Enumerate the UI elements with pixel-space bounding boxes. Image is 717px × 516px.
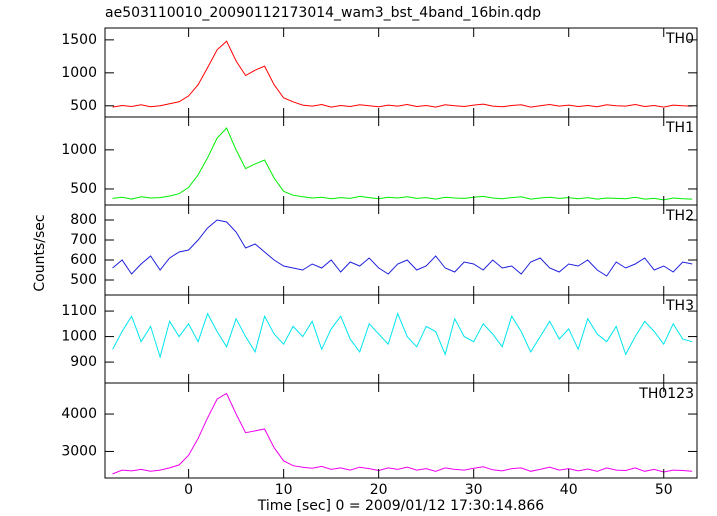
y-tick-label: 1000: [61, 142, 97, 158]
panel-frame: [104, 204, 698, 296]
chart-title: ae503110010_20090112173014_wam3_bst_4ban…: [105, 5, 541, 21]
y-tick-label: 4000: [61, 406, 97, 422]
y-tick-label: 600: [70, 252, 97, 268]
panel-label: TH2: [665, 208, 694, 224]
y-tick-label: 1500: [61, 32, 97, 48]
light-curve: [112, 312, 693, 359]
x-tick-label: 10: [275, 482, 293, 498]
panel-label: TH1: [665, 120, 694, 136]
y-tick-label: 1100: [61, 303, 97, 319]
panel-frame: [104, 382, 698, 479]
light-curve: [112, 392, 693, 475]
x-tick-label: 30: [465, 482, 483, 498]
y-tick-label: 3000: [61, 443, 97, 459]
y-tick-label: 1000: [61, 65, 97, 81]
light-curve: [112, 127, 693, 201]
light-curve: [112, 40, 693, 108]
x-tick-label: 0: [184, 482, 193, 498]
x-tick-label: 40: [560, 482, 578, 498]
panel-label: TH0: [665, 31, 694, 47]
y-tick-label: 800: [70, 212, 97, 228]
y-tick-label: 500: [70, 181, 97, 197]
panel-label: TH3: [665, 298, 694, 314]
panel-frame: [104, 27, 698, 118]
y-tick-label: 700: [70, 232, 97, 248]
light-curve: [112, 219, 693, 277]
y-tick-label: 900: [70, 354, 97, 370]
panel-frame: [104, 116, 698, 206]
panel-label: TH0123: [638, 386, 694, 402]
x-tick-label: 20: [370, 482, 388, 498]
y-tick-label: 500: [70, 272, 97, 288]
x-axis-label: Time [sec] 0 = 2009/01/12 17:30:14.866: [257, 498, 545, 514]
y-axis-label: Counts/sec: [32, 214, 48, 291]
y-tick-label: 1000: [61, 329, 97, 345]
x-tick-label: 50: [655, 482, 673, 498]
y-tick-label: 500: [70, 98, 97, 114]
